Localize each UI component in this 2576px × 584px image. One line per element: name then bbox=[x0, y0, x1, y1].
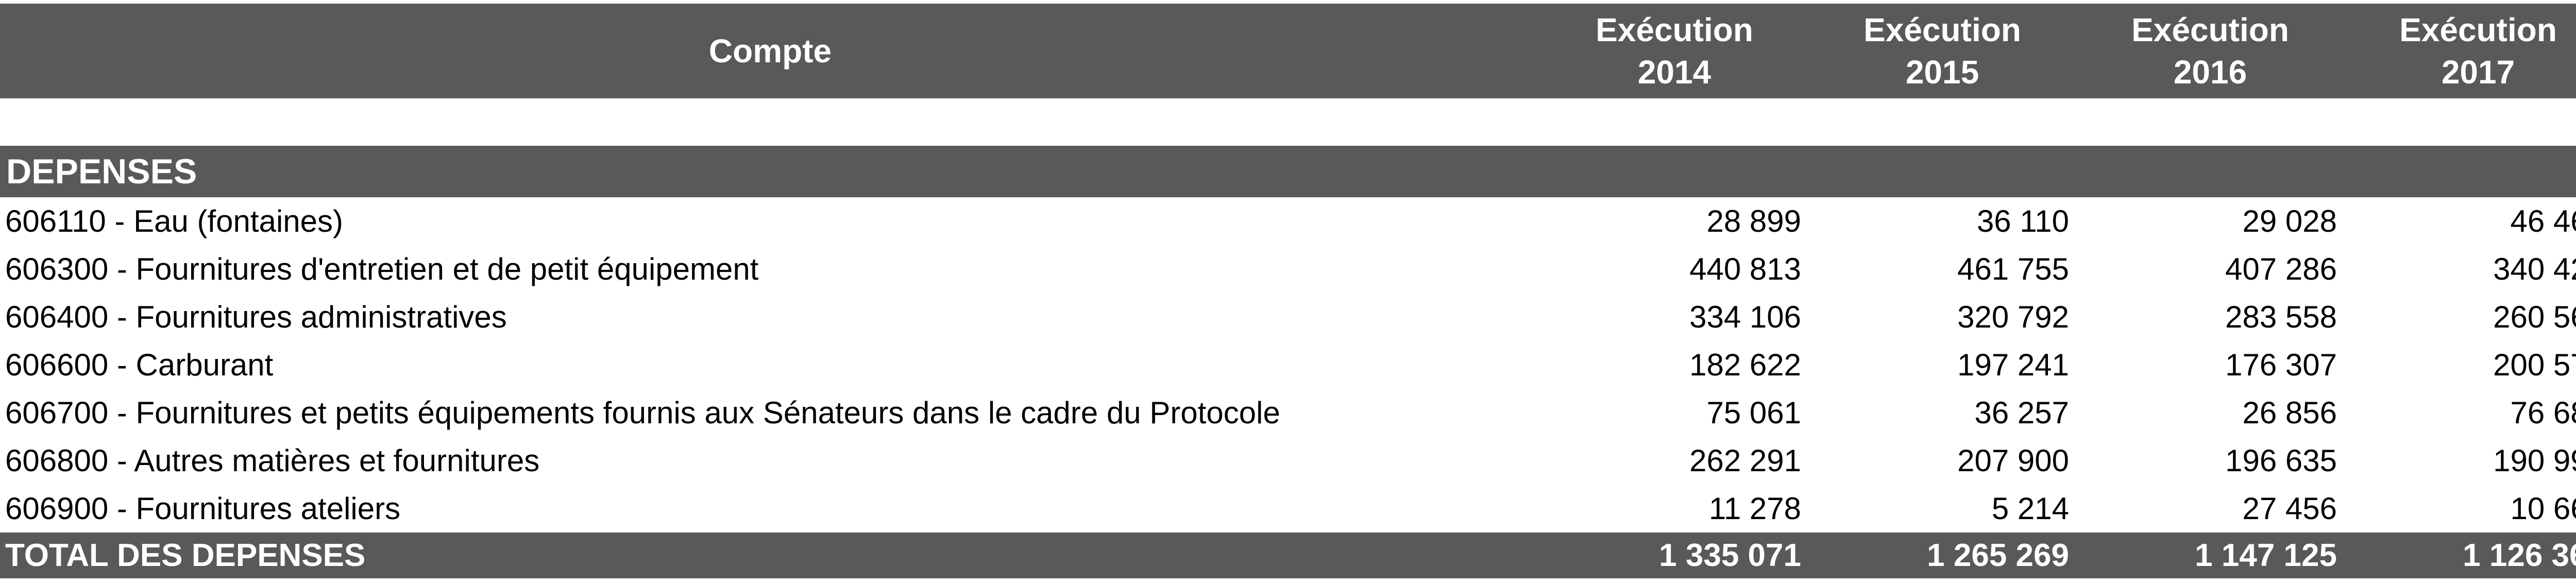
value-cell: 36 257 bbox=[1974, 396, 2069, 430]
table-row: 606700 - Fournitures et petits équipemen… bbox=[0, 389, 2576, 437]
column-header-line2: 2015 bbox=[1905, 54, 1979, 91]
value-cell: 29 028 bbox=[2242, 204, 2337, 238]
total-label: TOTAL DES DEPENSES bbox=[5, 538, 366, 573]
value-cell: 260 562 bbox=[2493, 300, 2576, 334]
value-cell: 76 687 bbox=[2510, 396, 2576, 430]
expenses-table: Compte Exécution 2014 Exécution 2015 Exé… bbox=[0, 4, 2576, 578]
value-cell: 440 813 bbox=[1689, 252, 1801, 286]
table-row: 606300 - Fournitures d'entretien et de p… bbox=[0, 245, 2576, 293]
table-row: 606600 - Carburant 182 622 197 241 176 3… bbox=[0, 341, 2576, 389]
column-header-line2: 2014 bbox=[1637, 54, 1711, 91]
value-cell: 11 278 bbox=[1708, 491, 1801, 526]
account-label: 606110 - Eau (fontaines) bbox=[5, 204, 343, 238]
value-cell: 182 622 bbox=[1689, 348, 1801, 382]
value-cell: 10 668 bbox=[2510, 491, 2576, 526]
column-header-execution-2017: Exécution 2017 bbox=[2344, 4, 2576, 98]
column-header-execution-2016: Exécution 2016 bbox=[2076, 4, 2344, 98]
value-cell: 28 899 bbox=[1706, 204, 1801, 238]
table-row: 606400 - Fournitures administratives 334… bbox=[0, 293, 2576, 341]
column-header-line1: Exécution bbox=[2399, 11, 2557, 48]
table-header-row: Compte Exécution 2014 Exécution 2015 Exé… bbox=[0, 4, 2576, 98]
account-label: 606300 - Fournitures d'entretien et de p… bbox=[5, 252, 759, 286]
value-cell: 36 110 bbox=[1976, 204, 2069, 238]
total-value-cell: 1 147 125 bbox=[2195, 538, 2337, 573]
account-label: 606400 - Fournitures administratives bbox=[5, 300, 507, 334]
account-label: 606900 - Fournitures ateliers bbox=[5, 491, 401, 526]
value-cell: 207 900 bbox=[1957, 443, 2069, 478]
total-value-cell: 1 126 368 bbox=[2463, 538, 2576, 573]
value-cell: 26 856 bbox=[2242, 396, 2337, 430]
table-row: 606800 - Autres matières et fournitures … bbox=[0, 437, 2576, 485]
section-header-row: DEPENSES bbox=[0, 146, 2576, 197]
table-row: 606110 - Eau (fontaines) 28 899 36 110 2… bbox=[0, 197, 2576, 245]
value-cell: 46 463 bbox=[2510, 204, 2576, 238]
value-cell: 283 558 bbox=[2225, 300, 2337, 334]
account-label: 606600 - Carburant bbox=[5, 348, 274, 382]
value-cell: 27 456 bbox=[2242, 491, 2337, 526]
value-cell: 200 570 bbox=[2493, 348, 2576, 382]
value-cell: 320 792 bbox=[1957, 300, 2069, 334]
value-cell: 176 307 bbox=[2225, 348, 2337, 382]
table-row: 606900 - Fournitures ateliers 11 278 5 2… bbox=[0, 485, 2576, 533]
column-header-line2: 2016 bbox=[2173, 54, 2247, 91]
value-cell: 340 423 bbox=[2493, 252, 2576, 286]
total-value-cell: 1 335 071 bbox=[1659, 538, 1801, 573]
value-cell: 196 635 bbox=[2225, 443, 2337, 478]
value-cell: 190 994 bbox=[2493, 443, 2576, 478]
total-value-cell: 1 265 269 bbox=[1927, 538, 2069, 573]
column-header-compte: Compte bbox=[708, 32, 832, 70]
value-cell: 407 286 bbox=[2225, 252, 2337, 286]
value-cell: 461 755 bbox=[1957, 252, 2069, 286]
column-header-execution-2015: Exécution 2015 bbox=[1808, 4, 2076, 98]
value-cell: 262 291 bbox=[1689, 443, 1801, 478]
account-label: 606800 - Autres matières et fournitures bbox=[5, 443, 540, 478]
value-cell: 5 214 bbox=[1991, 491, 2069, 526]
column-header-line1: Exécution bbox=[1596, 11, 1753, 48]
spacer-row bbox=[0, 98, 2576, 146]
section-title-depenses: DEPENSES bbox=[6, 152, 197, 191]
value-cell: 334 106 bbox=[1689, 300, 1801, 334]
value-cell: 75 061 bbox=[1706, 396, 1801, 430]
column-header-execution-2014: Exécution 2014 bbox=[1540, 4, 1808, 98]
value-cell: 197 241 bbox=[1957, 348, 2069, 382]
column-header-line1: Exécution bbox=[1863, 11, 2021, 48]
column-header-line2: 2017 bbox=[2441, 54, 2515, 91]
column-header-line1: Exécution bbox=[2131, 11, 2289, 48]
account-label: 606700 - Fournitures et petits équipemen… bbox=[5, 396, 1280, 430]
total-row: TOTAL DES DEPENSES 1 335 071 1 265 269 1… bbox=[0, 533, 2576, 578]
